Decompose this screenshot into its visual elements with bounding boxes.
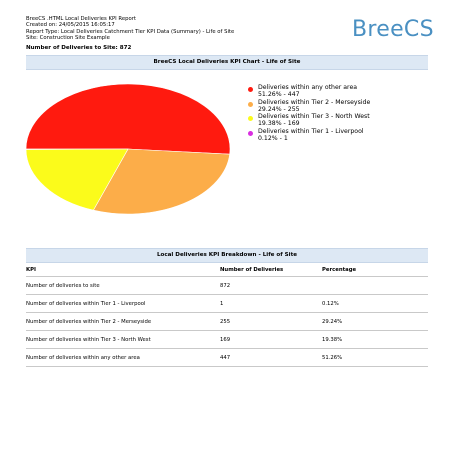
percent-cell: 51.26%: [322, 348, 428, 367]
kpi-cell: Number of deliveries within Tier 2 - Mer…: [26, 312, 220, 331]
legend-label: Deliveries within Tier 1 - Liverpool: [258, 127, 364, 135]
table-header-row: KPI Number of Deliveries Percentage: [26, 264, 428, 277]
chart-legend: Deliveries within any other area 51.26% -…: [248, 84, 370, 142]
legend-swatch: [248, 101, 253, 107]
legend-item: Deliveries within any other area 51.26% -…: [248, 84, 370, 98]
deliveries-count: Number of Deliveries to Site: 872: [26, 45, 132, 51]
legend-detail: 0.12% - 1: [258, 134, 288, 142]
report-title: BreeCS .HTML Local Deliveries KPI Report: [26, 16, 136, 22]
count-cell: 169: [220, 330, 322, 349]
header-kpi: KPI: [26, 264, 220, 277]
table-row: Number of deliveries to site 872: [26, 276, 428, 295]
table-row: Number of deliveries within Tier 2 - Mer…: [26, 312, 428, 331]
percent-cell: 19.38%: [322, 330, 428, 349]
header-number: Number of Deliveries: [220, 264, 322, 277]
legend-detail: 51.26% - 447: [258, 91, 300, 98]
kpi-cell: Number of deliveries to site: [26, 276, 220, 295]
count-cell: 255: [220, 312, 322, 331]
kpi-cell: Number of deliveries within any other ar…: [26, 348, 220, 367]
header-percentage: Percentage: [322, 264, 428, 277]
count-cell: 872: [220, 276, 322, 295]
table-section-header: Local Deliveries KPI Breakdown - Life of…: [26, 248, 428, 263]
percent-cell: 29.24%: [322, 312, 428, 331]
percent-cell: 0.12%: [322, 294, 428, 313]
table-row: Number of deliveries within Tier 3 - Nor…: [26, 330, 428, 349]
report-header: BreeCS .HTML Local Deliveries KPI Report…: [26, 16, 234, 42]
report-site: Site: Construction Site Example: [26, 35, 110, 42]
pie-slice: [92, 148, 231, 215]
legend-label: Deliveries within Tier 3 - North West: [258, 113, 370, 120]
pie-slice: [25, 148, 129, 211]
kpi-table: KPI Number of Deliveries Percentage Numb…: [26, 264, 428, 367]
legend-swatch: [248, 87, 253, 92]
legend-label: Deliveries within any other area: [258, 84, 358, 91]
report-type: Report Type: Local Deliveries Catchment …: [26, 28, 235, 35]
legend-detail: 19.38% - 169: [258, 120, 300, 127]
table-row: Number of deliveries within any other ar…: [26, 348, 428, 367]
legend-swatch: [248, 130, 253, 136]
legend-item: Deliveries within Tier 3 - North West 19.…: [248, 113, 370, 127]
count-cell: 1: [220, 294, 322, 313]
kpi-cell: Number of deliveries within Tier 1 - Liv…: [26, 294, 220, 313]
table-row: Number of deliveries within Tier 1 - Liv…: [26, 294, 428, 313]
chart-section-header: BreeCS Local Deliveries KPI Chart - Life…: [26, 55, 428, 70]
percent-cell: [322, 276, 428, 295]
pie-slice: [25, 83, 231, 155]
pie-slices: [25, 83, 231, 215]
legend-detail: 29.24% - 255: [258, 105, 300, 113]
legend-label: Deliveries within Tier 2 - Merseyside: [258, 98, 371, 106]
legend-item: Deliveries within Tier 1 - Liverpool 0.12…: [248, 128, 370, 142]
breecs-logo: BreeCS: [352, 17, 434, 42]
count-cell: 447: [220, 348, 322, 367]
legend-swatch: [248, 116, 253, 121]
kpi-cell: Number of deliveries within Tier 3 - Nor…: [26, 330, 220, 349]
report-created: Created on: 24/05/2015 16:05:17: [26, 22, 115, 29]
legend-item: Deliveries within Tier 2 - Merseyside 29.…: [248, 99, 370, 113]
